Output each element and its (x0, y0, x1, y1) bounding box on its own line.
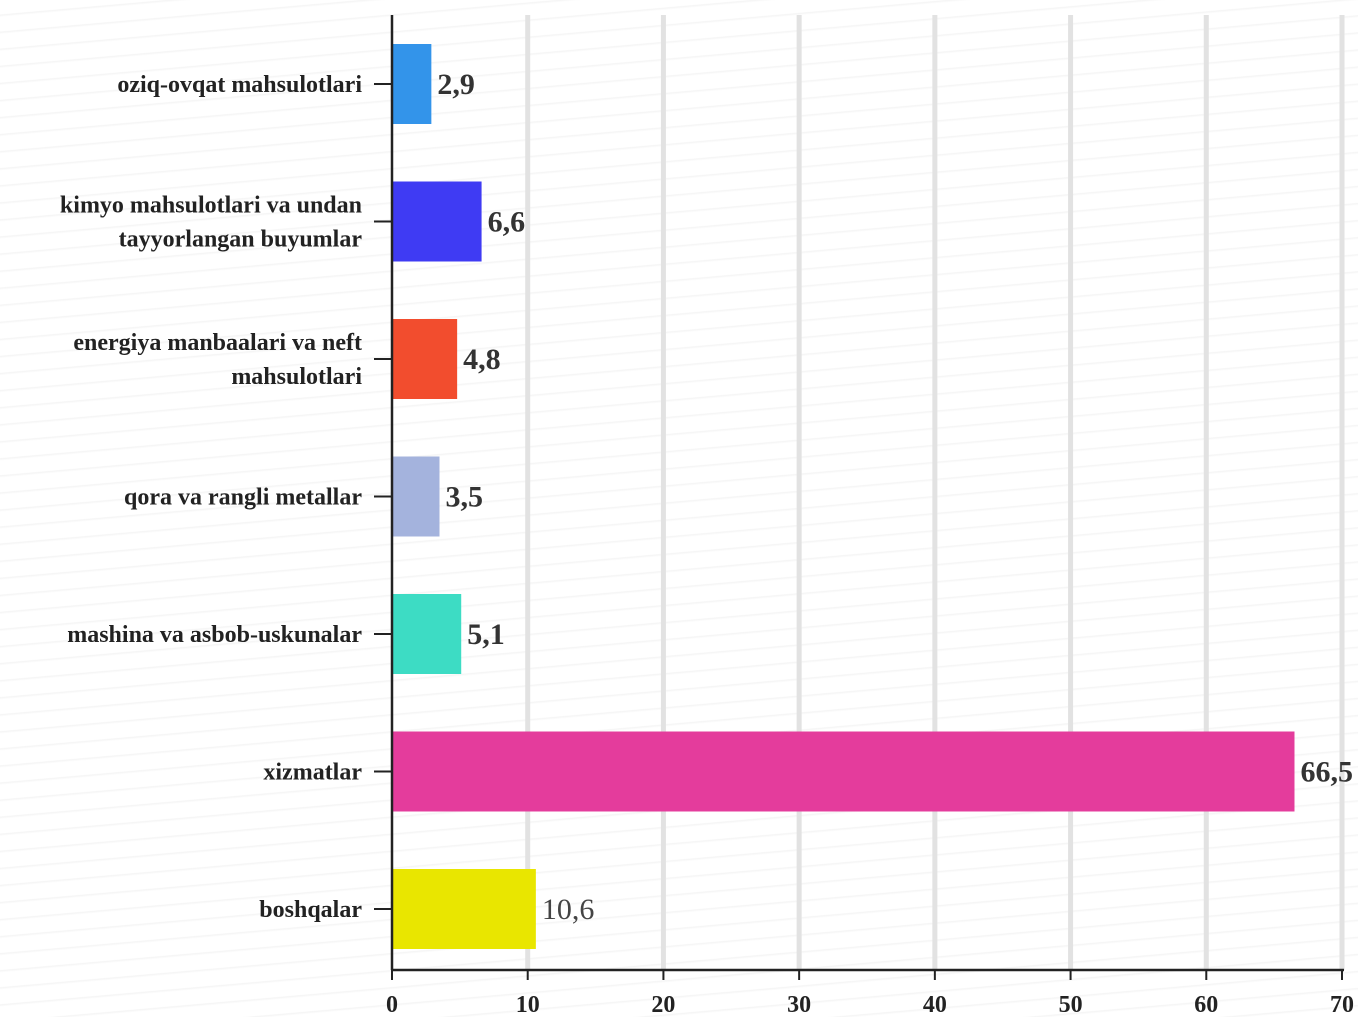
category-label: tayyorlangan buyumlar (119, 227, 363, 253)
x-tick-label: 20 (651, 992, 675, 1017)
bar (392, 594, 462, 674)
x-tick-label: 10 (516, 992, 540, 1017)
data-label: 3,5 (446, 481, 484, 514)
bar (392, 181, 482, 262)
x-tick-label: 40 (923, 992, 947, 1017)
x-tick-label: 0 (386, 992, 398, 1017)
bar (392, 731, 1295, 812)
category-label: boshqalar (259, 897, 362, 923)
bar (392, 456, 440, 537)
x-tick-label: 60 (1194, 992, 1218, 1017)
category-label: energiya manbaalari va neft (73, 330, 362, 356)
bar (392, 319, 458, 399)
data-label: 5,1 (467, 618, 505, 651)
category-label: mashina va asbob-uskunalar (67, 622, 362, 648)
x-tick-label: 50 (1059, 992, 1083, 1017)
data-label: 6,6 (488, 206, 525, 239)
x-tick-label: 30 (787, 992, 811, 1017)
data-label: 66,5 (1301, 756, 1354, 789)
category-label: qora va rangli metallar (124, 485, 362, 511)
data-label: 4,8 (463, 343, 501, 376)
category-label: kimyo mahsulotlari va undan (60, 193, 362, 219)
x-tick-label: 70 (1330, 992, 1354, 1017)
bar (392, 44, 432, 124)
category-label: oziq-ovqat mahsulotlari (117, 72, 362, 98)
data-label: 10,6 (542, 893, 595, 926)
data-label: 2,9 (437, 68, 475, 101)
category-label: mahsulotlari (231, 364, 362, 390)
bar (392, 869, 536, 949)
category-label: xizmatlar (263, 760, 362, 786)
